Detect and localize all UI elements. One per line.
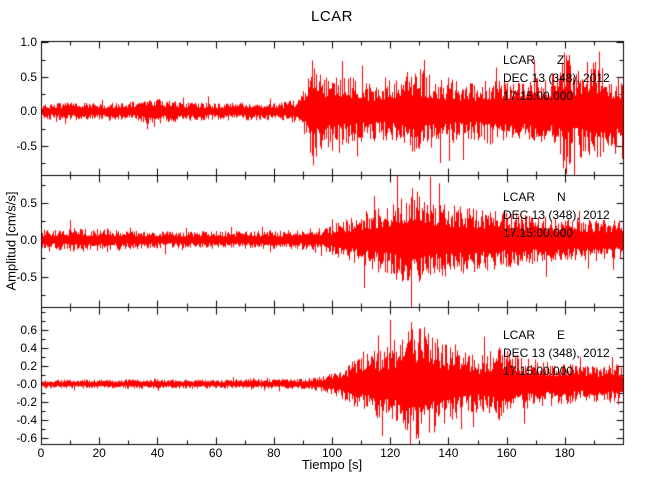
- x-tick-label: 120: [380, 446, 401, 460]
- legend-station-channel: LCAR E: [503, 326, 610, 344]
- station-code: LCAR: [503, 53, 536, 67]
- y-tick-label: 0.5: [20, 196, 37, 211]
- station-code: LCAR: [503, 328, 536, 342]
- y-tick-label: 0.0: [20, 232, 37, 247]
- x-tick-label: 160: [496, 446, 517, 460]
- legend-time: 17:15:00.000: [503, 226, 574, 240]
- y-tick-label: -0.2: [16, 394, 37, 409]
- x-tick-label: 60: [208, 446, 223, 460]
- legend-station-channel: LCAR N: [503, 188, 610, 206]
- y-tick-label: -0.4: [16, 412, 37, 427]
- channel-code: Z: [557, 53, 565, 67]
- legend-station-channel: LCAR Z: [503, 51, 610, 69]
- x-tick-label: 0: [37, 446, 45, 460]
- legend-time: 17:15:00.000: [503, 364, 574, 378]
- x-tick-label: 20: [92, 446, 106, 460]
- legend-date: DEC 13 (348), 2012: [503, 71, 610, 85]
- y-tick-label: -0.5: [16, 138, 37, 153]
- legend-panel-e: LCAR E DEC 13 (348), 2012 17:15:00.000: [503, 326, 610, 380]
- legend-panel-n: LCAR N DEC 13 (348), 2012 17:15:00.000: [503, 188, 610, 242]
- x-tick-label: 180: [554, 446, 575, 460]
- x-axis-label: Tiempo [s]: [301, 457, 363, 472]
- station-code: LCAR: [503, 190, 536, 204]
- y-tick-label: 0.2: [20, 359, 37, 374]
- y-tick-label: -0.5: [16, 269, 37, 284]
- figure-title: LCAR: [310, 8, 353, 25]
- y-tick-label: -0.0: [16, 377, 37, 391]
- legend-panel-z: LCAR Z DEC 13 (348), 2012 17:15:00.000: [503, 51, 610, 105]
- y-tick-label: 1.0: [20, 35, 37, 50]
- y-tick-label: -0.6: [16, 430, 37, 445]
- channel-code: N: [557, 190, 566, 204]
- legend-date: DEC 13 (348), 2012: [503, 208, 610, 222]
- legend-date: DEC 13 (348), 2012: [503, 346, 610, 360]
- x-tick-label: 40: [150, 446, 165, 460]
- y-tick-label: 0.5: [20, 69, 37, 84]
- x-tick-label: 80: [267, 446, 281, 460]
- y-tick-label: 0.0: [20, 104, 37, 119]
- y-tick-label: 0.4: [20, 341, 37, 356]
- x-tick-label: 100: [321, 446, 343, 460]
- legend-time: 17:15:00.000: [503, 89, 574, 103]
- y-tick-label: 0.6: [20, 323, 37, 338]
- x-tick-label: 140: [438, 446, 459, 460]
- channel-code: E: [557, 328, 566, 342]
